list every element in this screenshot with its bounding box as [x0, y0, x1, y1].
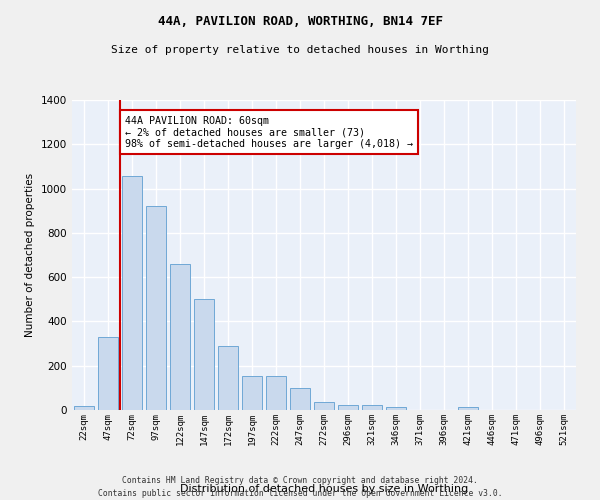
Bar	[74, 406, 94, 410]
Bar	[98, 337, 118, 410]
Bar	[218, 346, 238, 410]
Bar	[242, 376, 262, 410]
X-axis label: Distribution of detached houses by size in Worthing: Distribution of detached houses by size …	[180, 484, 468, 494]
Bar	[338, 405, 358, 410]
Bar	[266, 376, 286, 410]
Y-axis label: Number of detached properties: Number of detached properties	[25, 173, 35, 337]
Bar	[314, 402, 334, 410]
Bar	[122, 176, 142, 410]
Text: 44A, PAVILION ROAD, WORTHING, BN14 7EF: 44A, PAVILION ROAD, WORTHING, BN14 7EF	[157, 15, 443, 28]
Text: Contains HM Land Registry data © Crown copyright and database right 2024.
Contai: Contains HM Land Registry data © Crown c…	[98, 476, 502, 498]
Bar	[170, 264, 190, 410]
Bar	[362, 405, 382, 410]
Bar	[386, 406, 406, 410]
Bar	[194, 300, 214, 410]
Bar	[290, 388, 310, 410]
Text: 44A PAVILION ROAD: 60sqm
← 2% of detached houses are smaller (73)
98% of semi-de: 44A PAVILION ROAD: 60sqm ← 2% of detache…	[125, 116, 413, 148]
Bar	[146, 206, 166, 410]
Bar	[458, 407, 478, 410]
Text: Size of property relative to detached houses in Worthing: Size of property relative to detached ho…	[111, 45, 489, 55]
